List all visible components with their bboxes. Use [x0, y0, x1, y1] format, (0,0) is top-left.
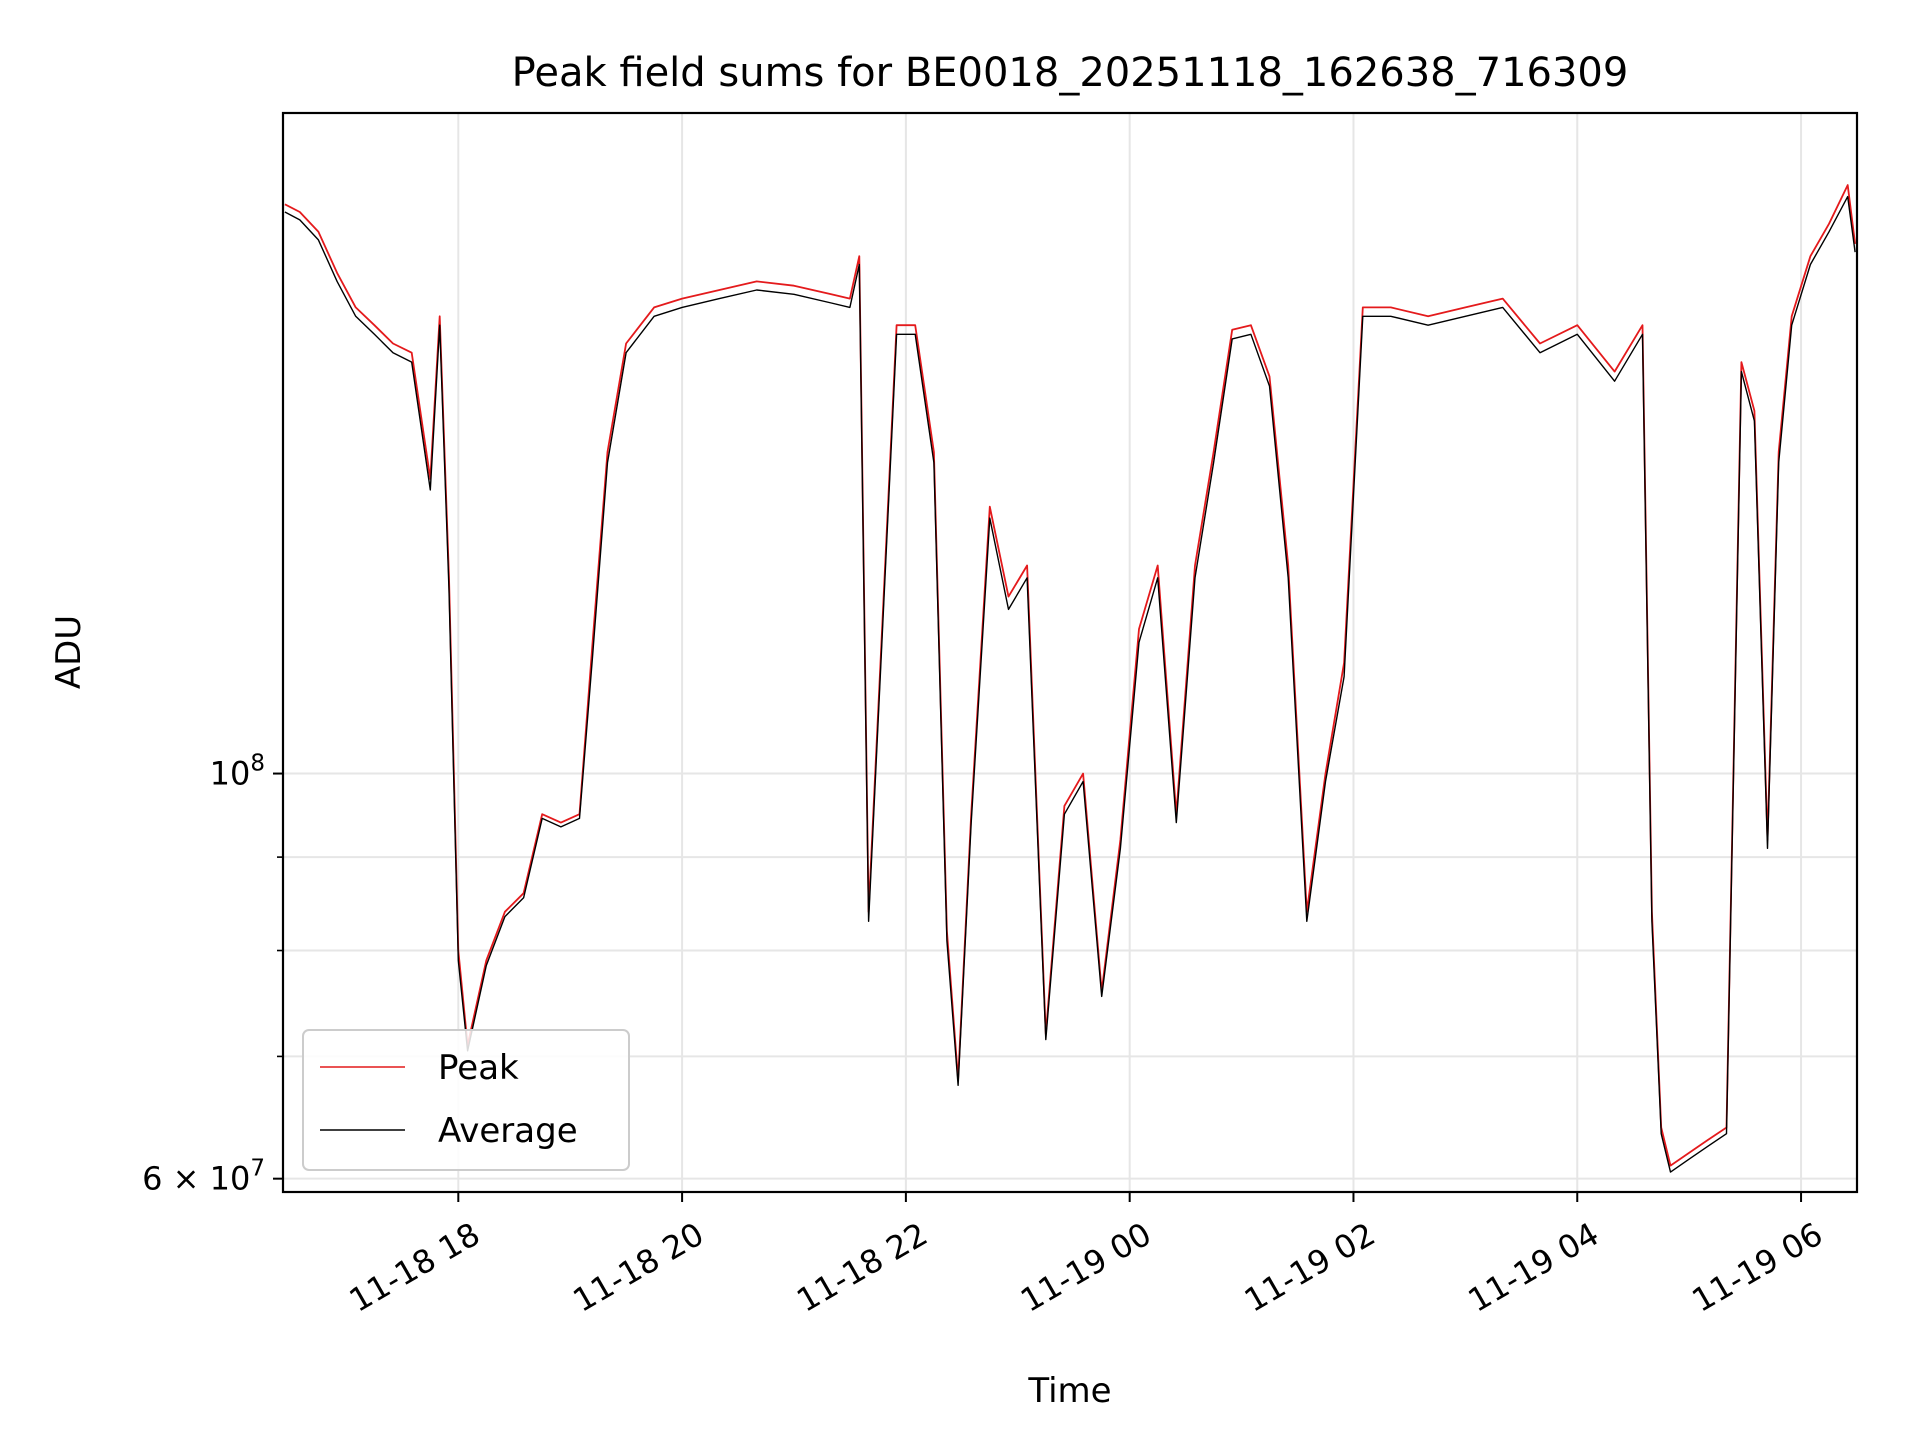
legend-box	[302, 1029, 630, 1171]
legend-label-average: Average	[438, 1111, 578, 1151]
y-axis: 108 6 × 107	[142, 751, 283, 1198]
legend: Peak Average	[302, 1029, 630, 1171]
series-layer	[284, 184, 1856, 1173]
legend-label-peak: Peak	[438, 1048, 519, 1088]
y-tick-label: 6 × 107	[142, 1156, 265, 1198]
y-tick-label: 108	[210, 751, 265, 793]
series-line-average	[284, 195, 1856, 1173]
y-axis-title: ADU	[49, 615, 89, 689]
chart-title: Peak field sums for BE0018_20251118_1626…	[512, 50, 1629, 96]
grid	[283, 113, 1857, 1192]
x-axis-title: Time	[1027, 1371, 1111, 1411]
plot-frame	[281, 111, 1859, 1194]
